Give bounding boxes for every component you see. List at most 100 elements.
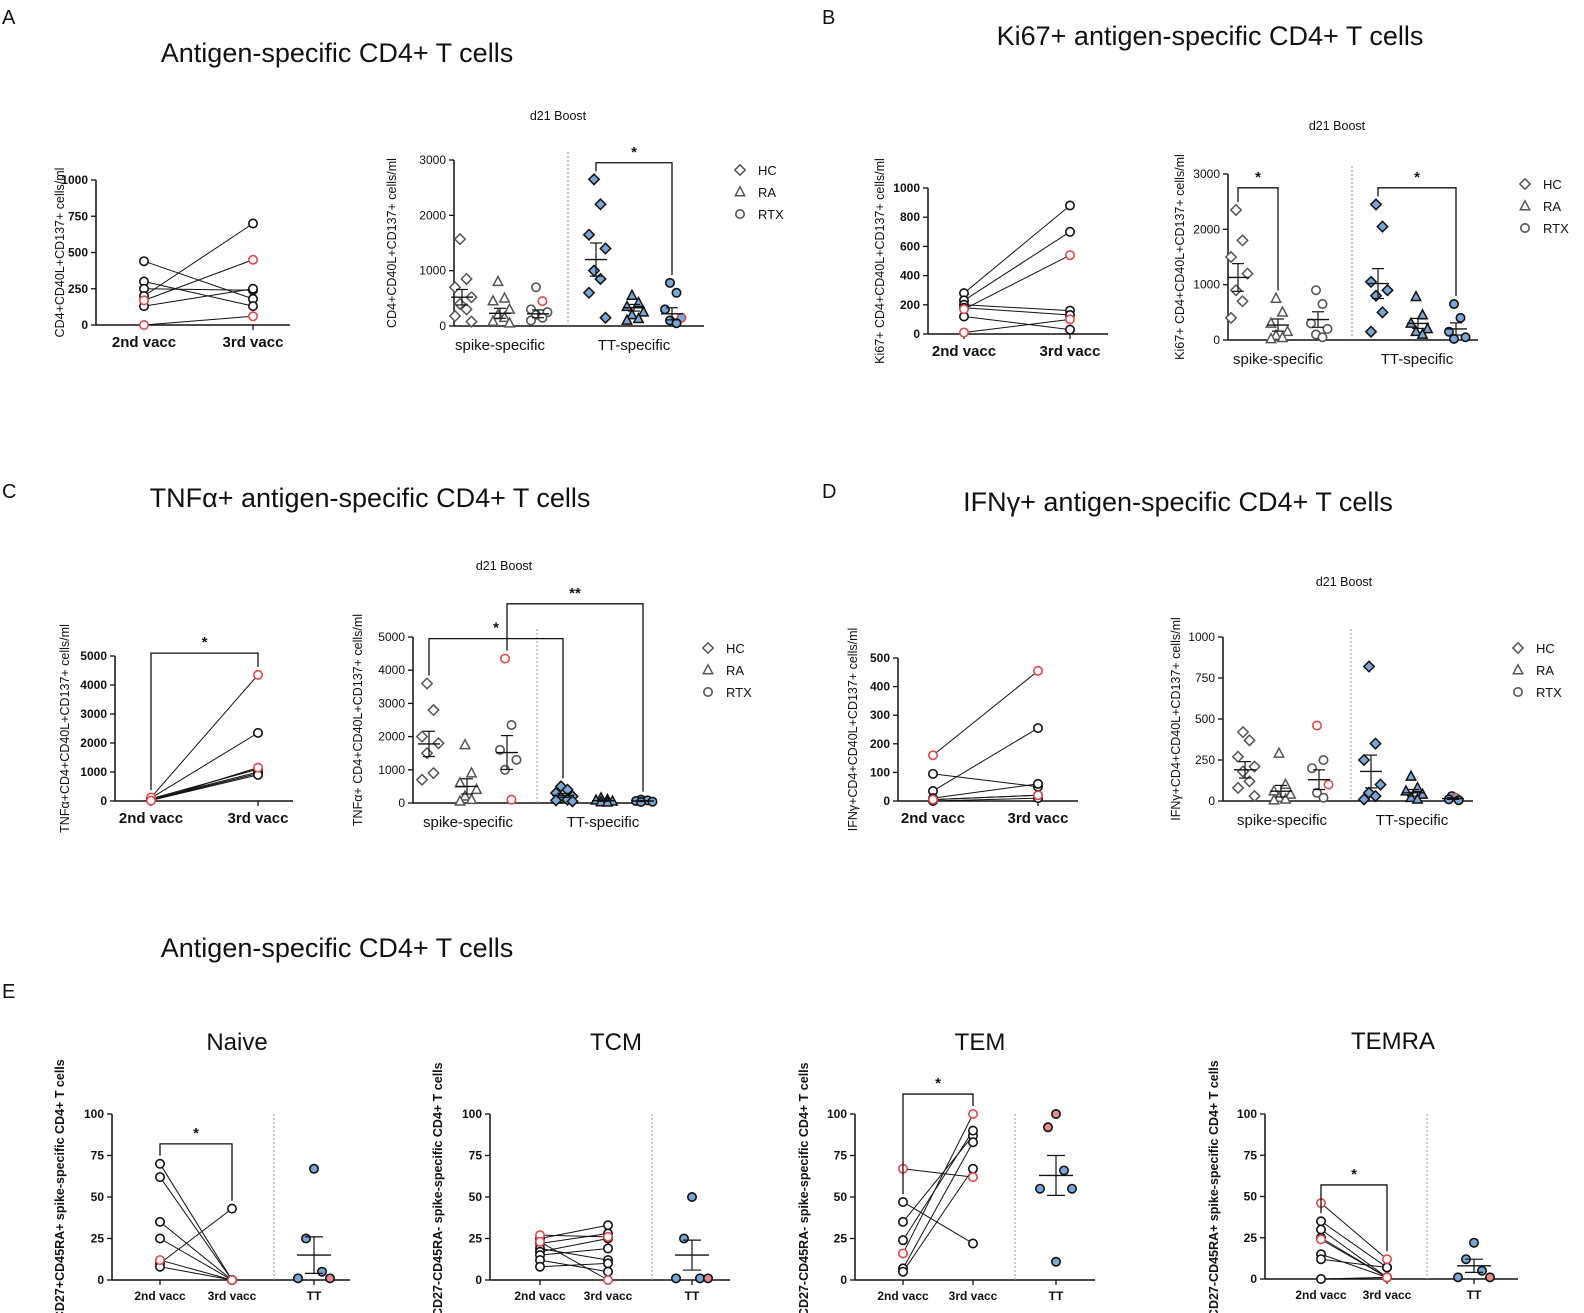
- group-point: [1364, 325, 1378, 338]
- group-point: [1318, 754, 1329, 765]
- y-tick-label: 2000: [1193, 222, 1220, 236]
- group-point: [671, 287, 682, 298]
- pair-line: [1320, 1253, 1388, 1278]
- y-tick-label: 0: [97, 1273, 104, 1287]
- y-tick-label: 400: [900, 269, 920, 283]
- group-point: [1410, 290, 1422, 302]
- significance-bracket: [506, 603, 644, 792]
- group-point: [1411, 792, 1424, 804]
- pair-point-3rd: [1033, 790, 1044, 801]
- legend-marker-ra: [702, 663, 714, 675]
- legend-label-ra: RA: [758, 185, 776, 200]
- y-tick-label: 800: [900, 210, 920, 224]
- group-point: [453, 232, 467, 246]
- x-tick-label-tt: TT: [1467, 1288, 1482, 1302]
- chart-title: TNFα+ antigen-specific CD4+ T cells: [150, 483, 591, 513]
- group-point: [1416, 308, 1429, 320]
- tt-point: [1453, 1272, 1464, 1283]
- group-label-spike-specific: spike-specific: [1233, 351, 1324, 368]
- group-point: [1400, 784, 1412, 796]
- group-point: [415, 773, 429, 787]
- group-point: [1369, 289, 1383, 302]
- y-tick-label: 2000: [80, 736, 107, 750]
- y-tick-label: 1000: [378, 763, 405, 777]
- pair-line: [902, 1168, 974, 1178]
- y-tick-label: 100: [462, 1107, 482, 1121]
- pair-point-3rd: [967, 1172, 978, 1183]
- pair-point-3rd: [602, 1258, 613, 1269]
- y-axis-label: IFNγ+CD4+CD40L+CD137+ cells/ml: [1169, 617, 1183, 821]
- pair-line: [963, 315, 1071, 331]
- pair-point-2nd: [958, 327, 969, 338]
- legend-marker-ra: [1512, 663, 1524, 675]
- x-tick-label-3rd-vacc: 3rd vacc: [223, 334, 284, 351]
- y-tick-label: 750: [1195, 671, 1215, 685]
- y-tick-label: 0: [100, 794, 107, 808]
- y-tick-label: 300: [870, 708, 890, 722]
- group-point: [427, 766, 440, 780]
- pair-line: [963, 318, 1071, 334]
- pair-line: [159, 1208, 233, 1264]
- pair-line: [159, 1221, 233, 1281]
- pair-line: [143, 223, 254, 297]
- group-point: [530, 282, 541, 293]
- significance-bracket: [902, 1093, 974, 1194]
- y-tick-label: 500: [1195, 712, 1215, 726]
- group-point: [1317, 299, 1328, 310]
- pair-line: [1320, 1229, 1388, 1278]
- pair-line: [159, 1176, 233, 1281]
- group-point: [566, 795, 579, 808]
- group-point: [1312, 720, 1323, 731]
- group-point: [537, 296, 548, 307]
- y-tick-label: 3000: [1193, 167, 1220, 181]
- group-point: [1248, 760, 1261, 773]
- pair-point-3rd: [1033, 723, 1044, 734]
- group-point: [1416, 327, 1429, 339]
- y-axis-label: TNFα+ CD4+CD40L+CD137+ cells/ml: [351, 614, 365, 826]
- legend-marker-ra: [734, 185, 746, 197]
- pair-point-3rd: [248, 218, 259, 229]
- pair-line: [1320, 1258, 1388, 1268]
- pair-point-2nd: [1316, 1234, 1327, 1245]
- pair-line: [143, 288, 254, 307]
- group-point: [1381, 283, 1394, 297]
- group-point: [1243, 775, 1256, 788]
- chart-title: d21 Boost: [476, 559, 533, 573]
- group-point: [594, 198, 607, 211]
- group-point: [511, 754, 522, 765]
- y-tick-label: 0: [475, 1273, 482, 1287]
- y-tick-label: 25: [469, 1232, 483, 1246]
- group-point: [459, 738, 471, 750]
- pair-line: [143, 259, 254, 301]
- y-axis-label: % CD27-CD45RA- spike-specific CD4+ T cel…: [797, 1062, 811, 1313]
- x-tick-label-2nd-vacc: 2nd vacc: [901, 810, 965, 827]
- chart-title: d21 Boost: [530, 109, 587, 123]
- y-axis-label: % CD27+CD45RA+ spike-specific CD4+ T cel…: [53, 1059, 67, 1313]
- group-point: [1405, 769, 1417, 781]
- significance-label: *: [935, 1075, 941, 1092]
- legend-label-ra: RA: [1543, 199, 1561, 214]
- pair-line: [932, 783, 1039, 799]
- y-tick-label: 50: [91, 1190, 105, 1204]
- y-tick-label: 100: [827, 1107, 847, 1121]
- tt-point: [1051, 1256, 1062, 1267]
- group-point: [637, 305, 650, 317]
- y-tick-label: 750: [68, 209, 88, 223]
- pair-line: [143, 281, 254, 307]
- chart-title: d21 Boost: [1309, 119, 1366, 133]
- group-label-spike-specific: spike-specific: [1237, 812, 1328, 829]
- y-tick-label: 1000: [419, 264, 446, 278]
- significance-label: *: [493, 620, 499, 637]
- pair-line: [932, 773, 1039, 788]
- significance-bracket: [1320, 1184, 1388, 1252]
- pair-point-2nd: [155, 1255, 166, 1266]
- group-point: [1231, 750, 1245, 763]
- legend-marker-rtx: [1513, 686, 1524, 697]
- legend-marker-hc: [1518, 177, 1532, 191]
- tt-point: [702, 1273, 713, 1284]
- legend-label-hc: HC: [1543, 177, 1562, 192]
- tt-point: [1051, 1109, 1062, 1120]
- legend-label-rtx: RTX: [1536, 685, 1562, 700]
- x-tick-label-tt: TT: [307, 1289, 322, 1303]
